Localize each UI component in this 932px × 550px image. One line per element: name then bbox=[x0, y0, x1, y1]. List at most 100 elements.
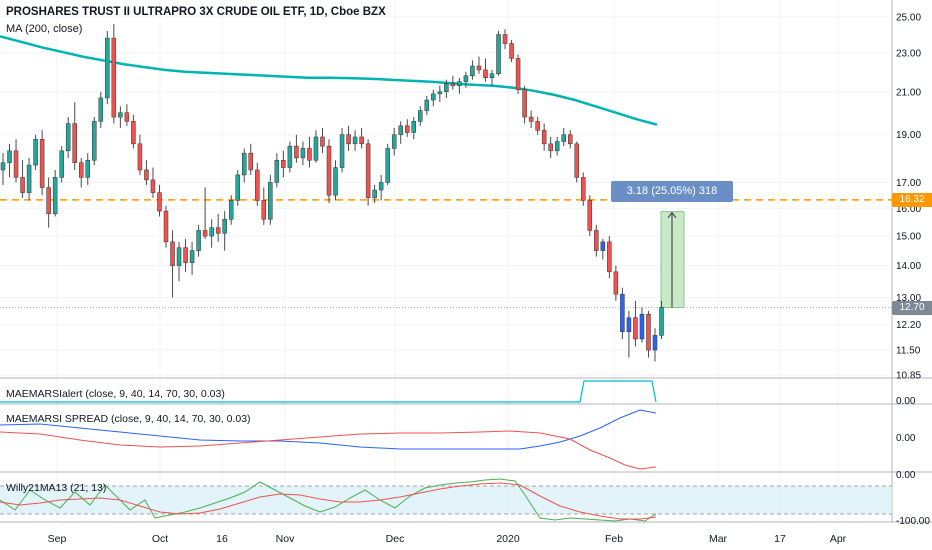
candle-body bbox=[150, 179, 156, 193]
candle bbox=[620, 287, 625, 340]
time-axis-label: Apr bbox=[830, 533, 847, 545]
candle-body bbox=[515, 58, 521, 90]
candle-body bbox=[196, 230, 201, 251]
candle bbox=[411, 117, 417, 140]
price-axis[interactable]: 25.00 23.00 21.00 19.00 17.00 16.00 15.00 14.00… bbox=[896, 13, 930, 528]
candle-body bbox=[391, 134, 397, 149]
candle-body bbox=[431, 93, 436, 101]
candle-body bbox=[241, 152, 247, 176]
candle-body bbox=[359, 136, 364, 145]
candle-body bbox=[581, 177, 586, 201]
candle bbox=[346, 125, 351, 151]
candle-body bbox=[137, 143, 143, 171]
candle-body bbox=[209, 227, 214, 237]
candle bbox=[424, 95, 430, 115]
candle bbox=[241, 148, 247, 183]
candle-body bbox=[385, 148, 390, 183]
candle bbox=[502, 29, 508, 50]
candle-body bbox=[281, 160, 286, 168]
candle bbox=[13, 139, 19, 183]
candle bbox=[137, 134, 143, 175]
price-tag-last: 12.70 bbox=[892, 301, 932, 315]
candle-body bbox=[372, 189, 377, 199]
candle bbox=[554, 136, 560, 156]
time-axis-label: Mar bbox=[709, 533, 728, 545]
measure-arrow-head bbox=[667, 211, 677, 218]
candle bbox=[222, 211, 227, 251]
measure-tool[interactable] bbox=[660, 211, 685, 308]
candle bbox=[124, 104, 130, 126]
price-axis-label: 11.50 bbox=[896, 346, 921, 357]
candle-body bbox=[574, 143, 580, 178]
candle-body bbox=[144, 169, 149, 181]
candle bbox=[463, 71, 469, 88]
price-axis-label: 14.00 bbox=[896, 261, 921, 272]
candle-body bbox=[607, 241, 612, 273]
measure-label[interactable]: 3.18 (25.05%) 318 bbox=[611, 181, 733, 202]
candle bbox=[326, 139, 332, 204]
candle-body bbox=[287, 145, 293, 168]
candle-body bbox=[26, 164, 32, 193]
candle-body bbox=[0, 162, 6, 171]
candle bbox=[92, 117, 97, 166]
pane-label-spread: MAEMARSI SPREAD (close, 9, 40, 14, 70, 3… bbox=[6, 413, 251, 425]
pane-label-alert: MAEMARSIalert (close, 9, 40, 14, 70, 30,… bbox=[6, 388, 225, 400]
price-axis-label: 15.00 bbox=[896, 232, 921, 243]
time-axis-label: Dec bbox=[386, 533, 405, 545]
candle-body bbox=[600, 241, 606, 251]
pane-maemarsi-spread bbox=[0, 409, 657, 470]
candle bbox=[404, 119, 410, 137]
candle-body bbox=[261, 200, 267, 220]
candle bbox=[157, 184, 162, 217]
candle bbox=[65, 117, 71, 158]
candle-body bbox=[111, 37, 117, 118]
candle bbox=[268, 174, 273, 225]
candle bbox=[587, 195, 593, 237]
candle-body bbox=[320, 136, 325, 147]
candle-body bbox=[554, 141, 560, 152]
candle bbox=[215, 213, 221, 242]
candle-body bbox=[215, 227, 221, 234]
time-axis[interactable]: Sep Oct 16 Nov Dec 2020 Feb Mar 17 Apr bbox=[48, 533, 847, 545]
spread-red-line bbox=[0, 430, 657, 470]
candle bbox=[196, 224, 201, 257]
candle bbox=[528, 110, 534, 128]
candle bbox=[98, 91, 104, 128]
candle bbox=[333, 160, 338, 201]
candle-body bbox=[300, 148, 306, 159]
candle-body bbox=[509, 43, 514, 59]
willy-band bbox=[0, 486, 892, 514]
candle-body bbox=[157, 192, 162, 212]
candle-body bbox=[163, 210, 169, 243]
candle-body bbox=[333, 167, 338, 196]
candle bbox=[567, 130, 573, 149]
candle bbox=[385, 143, 390, 185]
price-axis-label: 13.00 bbox=[896, 293, 921, 304]
candle-body bbox=[339, 134, 345, 168]
indicator-axis-label: -100.00 bbox=[896, 516, 930, 527]
candle-body bbox=[255, 169, 260, 201]
candle bbox=[59, 146, 64, 183]
time-axis-label: Nov bbox=[276, 533, 295, 545]
candle bbox=[548, 136, 553, 158]
candle bbox=[541, 123, 547, 151]
candle-body bbox=[170, 241, 175, 266]
candle-body bbox=[7, 150, 12, 163]
pane-maemarsialert bbox=[0, 380, 657, 403]
candle-body bbox=[620, 293, 625, 333]
candle bbox=[105, 30, 110, 105]
candle bbox=[189, 241, 195, 275]
candle bbox=[372, 184, 377, 204]
candle bbox=[255, 162, 260, 206]
candle-body bbox=[92, 121, 97, 161]
pane-label-willy: Willy21MA13 (21, 13) bbox=[6, 482, 107, 494]
candle-body bbox=[274, 160, 280, 183]
candle-body bbox=[85, 160, 91, 178]
candle bbox=[365, 139, 371, 206]
candle-body bbox=[541, 129, 547, 145]
candle bbox=[476, 56, 482, 74]
chart-title: PROSHARES TRUST II ULTRAPRO 3X CRUDE OIL… bbox=[6, 6, 386, 18]
candle-body bbox=[98, 97, 104, 122]
candle bbox=[639, 307, 645, 343]
